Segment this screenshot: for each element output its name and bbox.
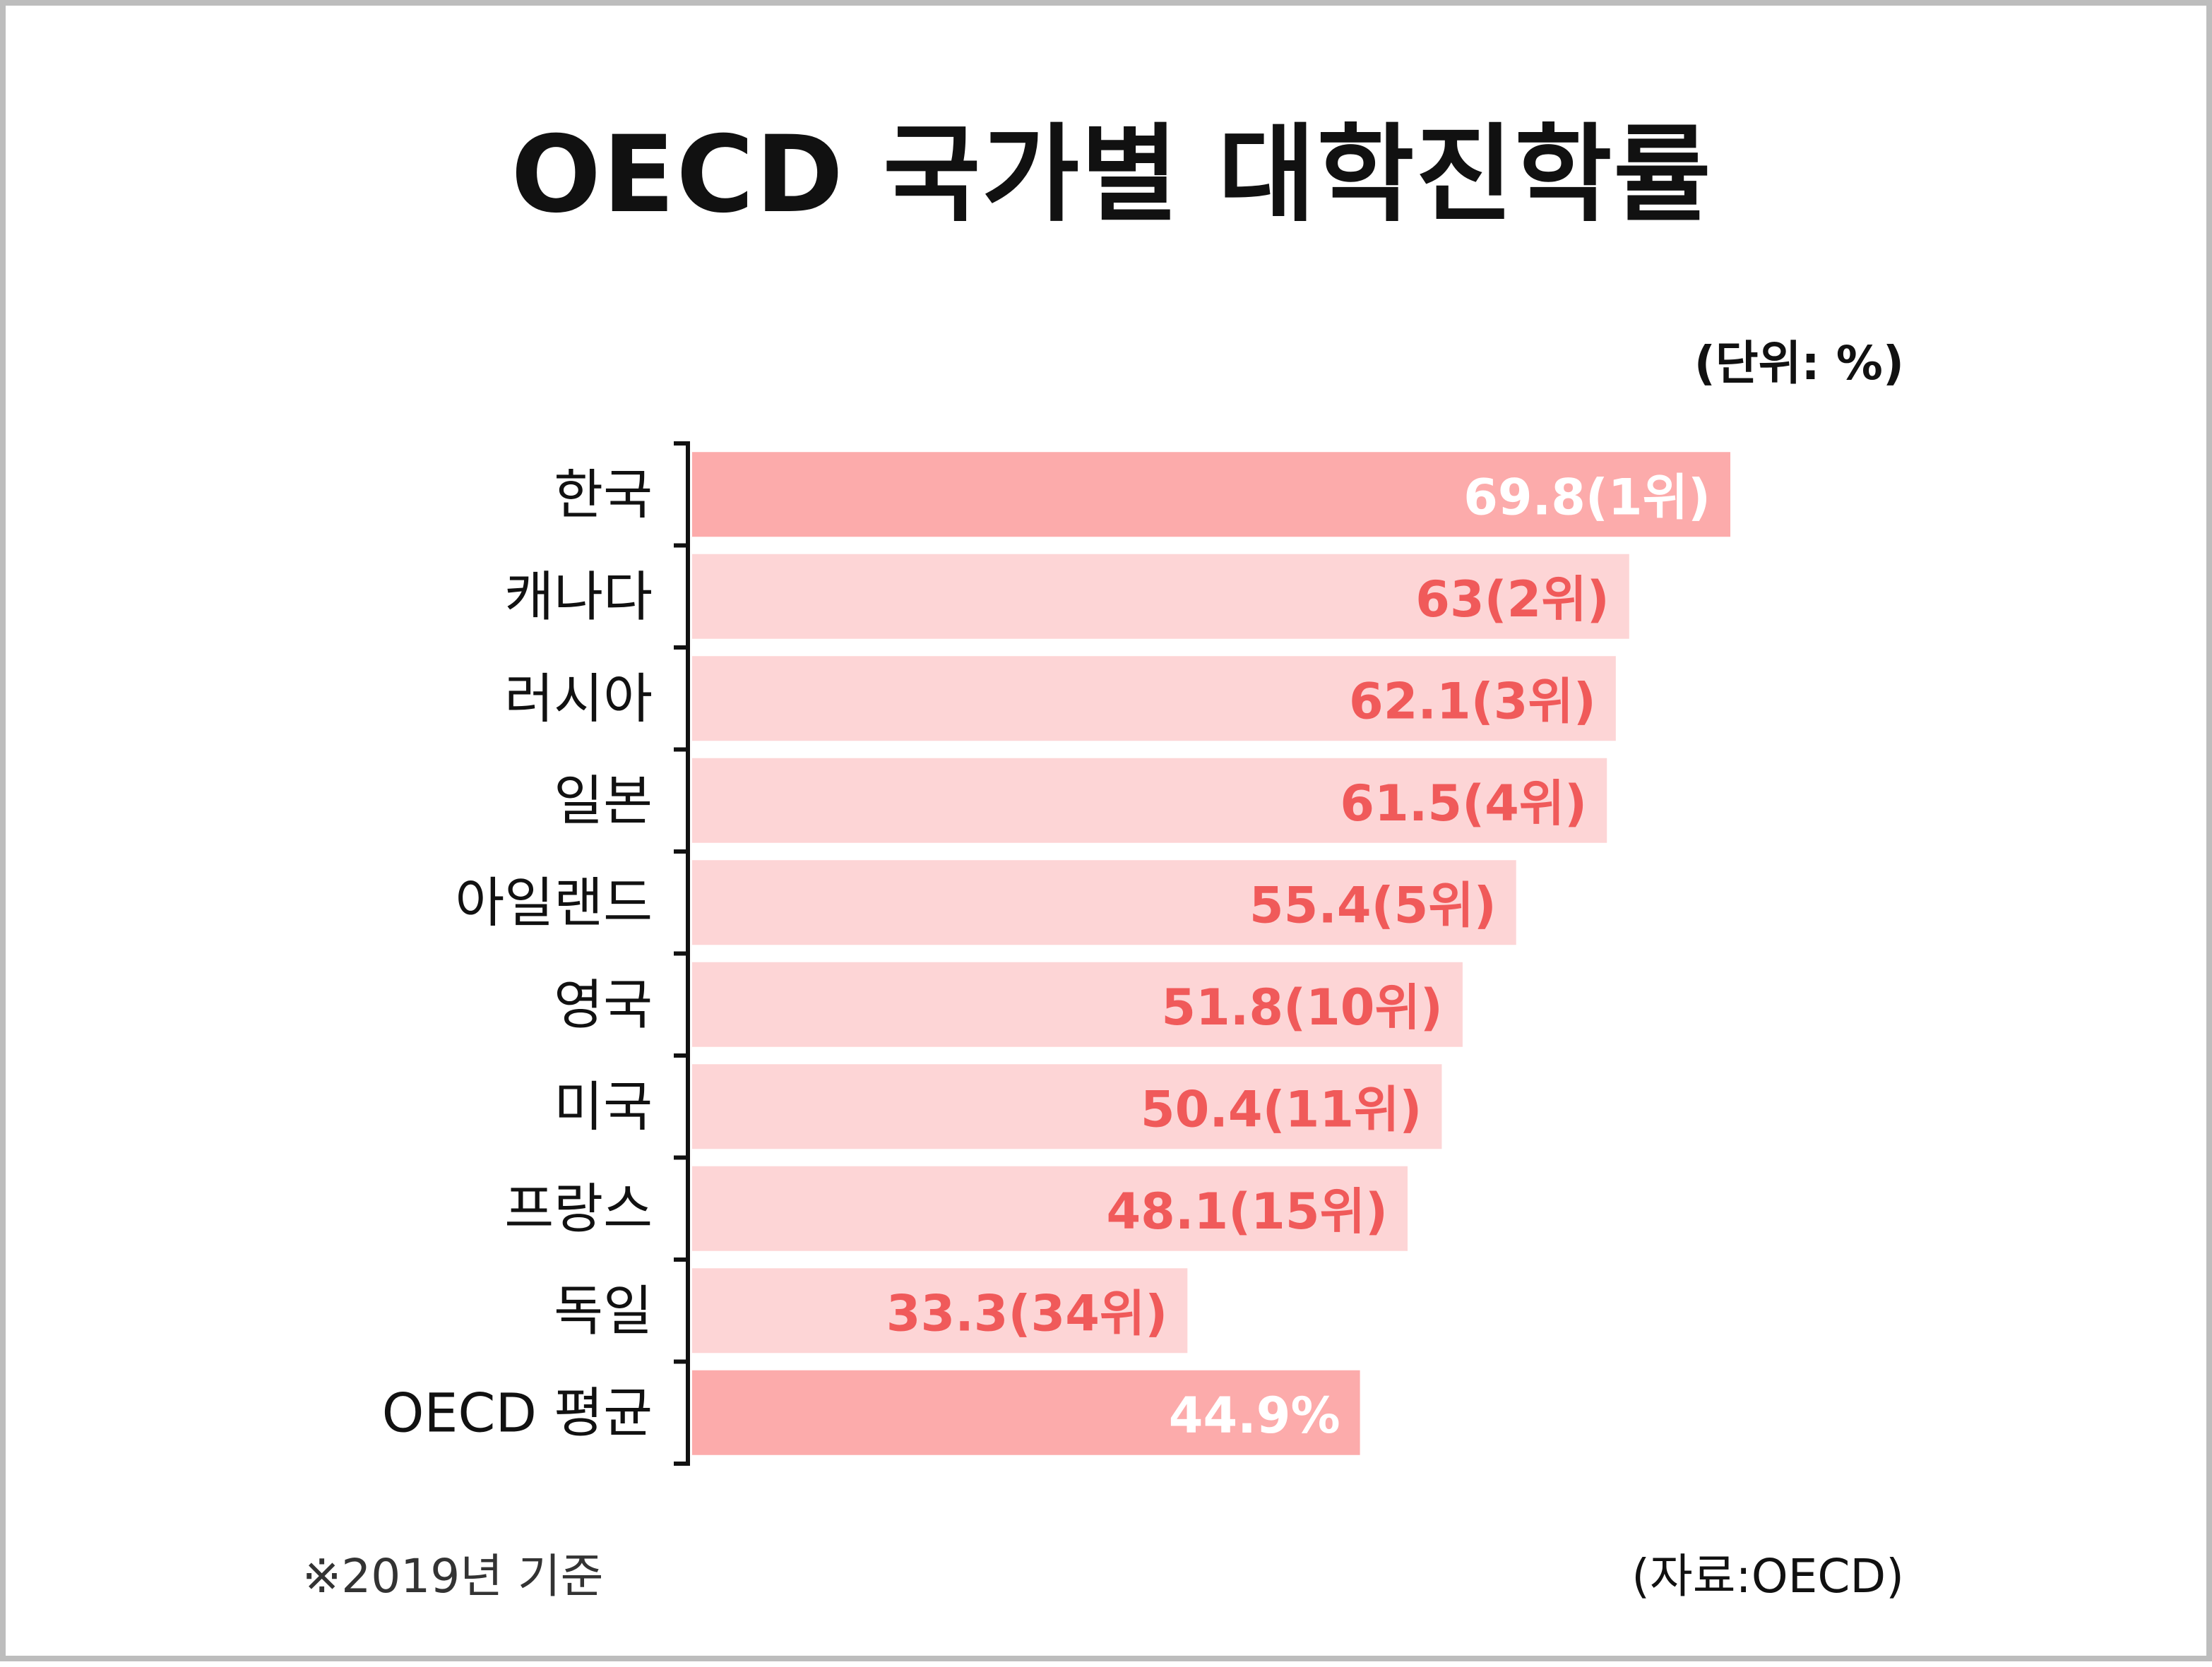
category-label: 미국: [554, 1075, 653, 1138]
value-label: 61.5(4위): [1340, 775, 1587, 832]
category-label: 러시아: [504, 667, 653, 730]
category-label: 독일: [554, 1279, 653, 1342]
value-label: 33.3(34위): [886, 1284, 1168, 1342]
category-label: OECD 평균: [382, 1381, 653, 1444]
chart-title: OECD 국가별 대학진학률: [511, 114, 1713, 237]
category-label: 영국: [554, 973, 653, 1036]
footnote: ※2019년 기준: [302, 1549, 604, 1603]
bar: [692, 758, 1607, 843]
bar: [692, 554, 1629, 639]
bar: [692, 1166, 1408, 1251]
bar-chart: 한국 69.8(1위) 캐나다 63(2위) 러시아 62.1(3위) 일본 61.5(4위)…: [382, 441, 1730, 1466]
bar: [692, 452, 1730, 537]
bar: [692, 1370, 1360, 1455]
value-label: 69.8(1위): [1463, 468, 1711, 526]
value-label: 51.8(10위): [1161, 979, 1443, 1036]
bar: [692, 1064, 1442, 1149]
unit-note: (단위: %): [1694, 336, 1904, 390]
category-label: 한국: [554, 463, 653, 526]
bar: [692, 962, 1463, 1047]
category-label: 일본: [554, 769, 653, 832]
value-label: 55.4(5위): [1249, 876, 1497, 934]
category-label: 캐나다: [504, 565, 653, 628]
value-label: 63(2위): [1415, 570, 1610, 628]
value-label: 62.1(3위): [1349, 672, 1596, 730]
value-label: 50.4(11위): [1141, 1080, 1422, 1138]
bar: [692, 656, 1616, 741]
bar: [692, 1268, 1188, 1354]
source-note: (자료:OECD): [1631, 1549, 1904, 1603]
bar: [692, 860, 1516, 945]
category-label: 아일랜드: [455, 871, 653, 934]
category-label: 프랑스: [504, 1177, 653, 1240]
value-label: 48.1(15위): [1106, 1183, 1388, 1241]
value-label: 44.9%: [1169, 1387, 1340, 1445]
